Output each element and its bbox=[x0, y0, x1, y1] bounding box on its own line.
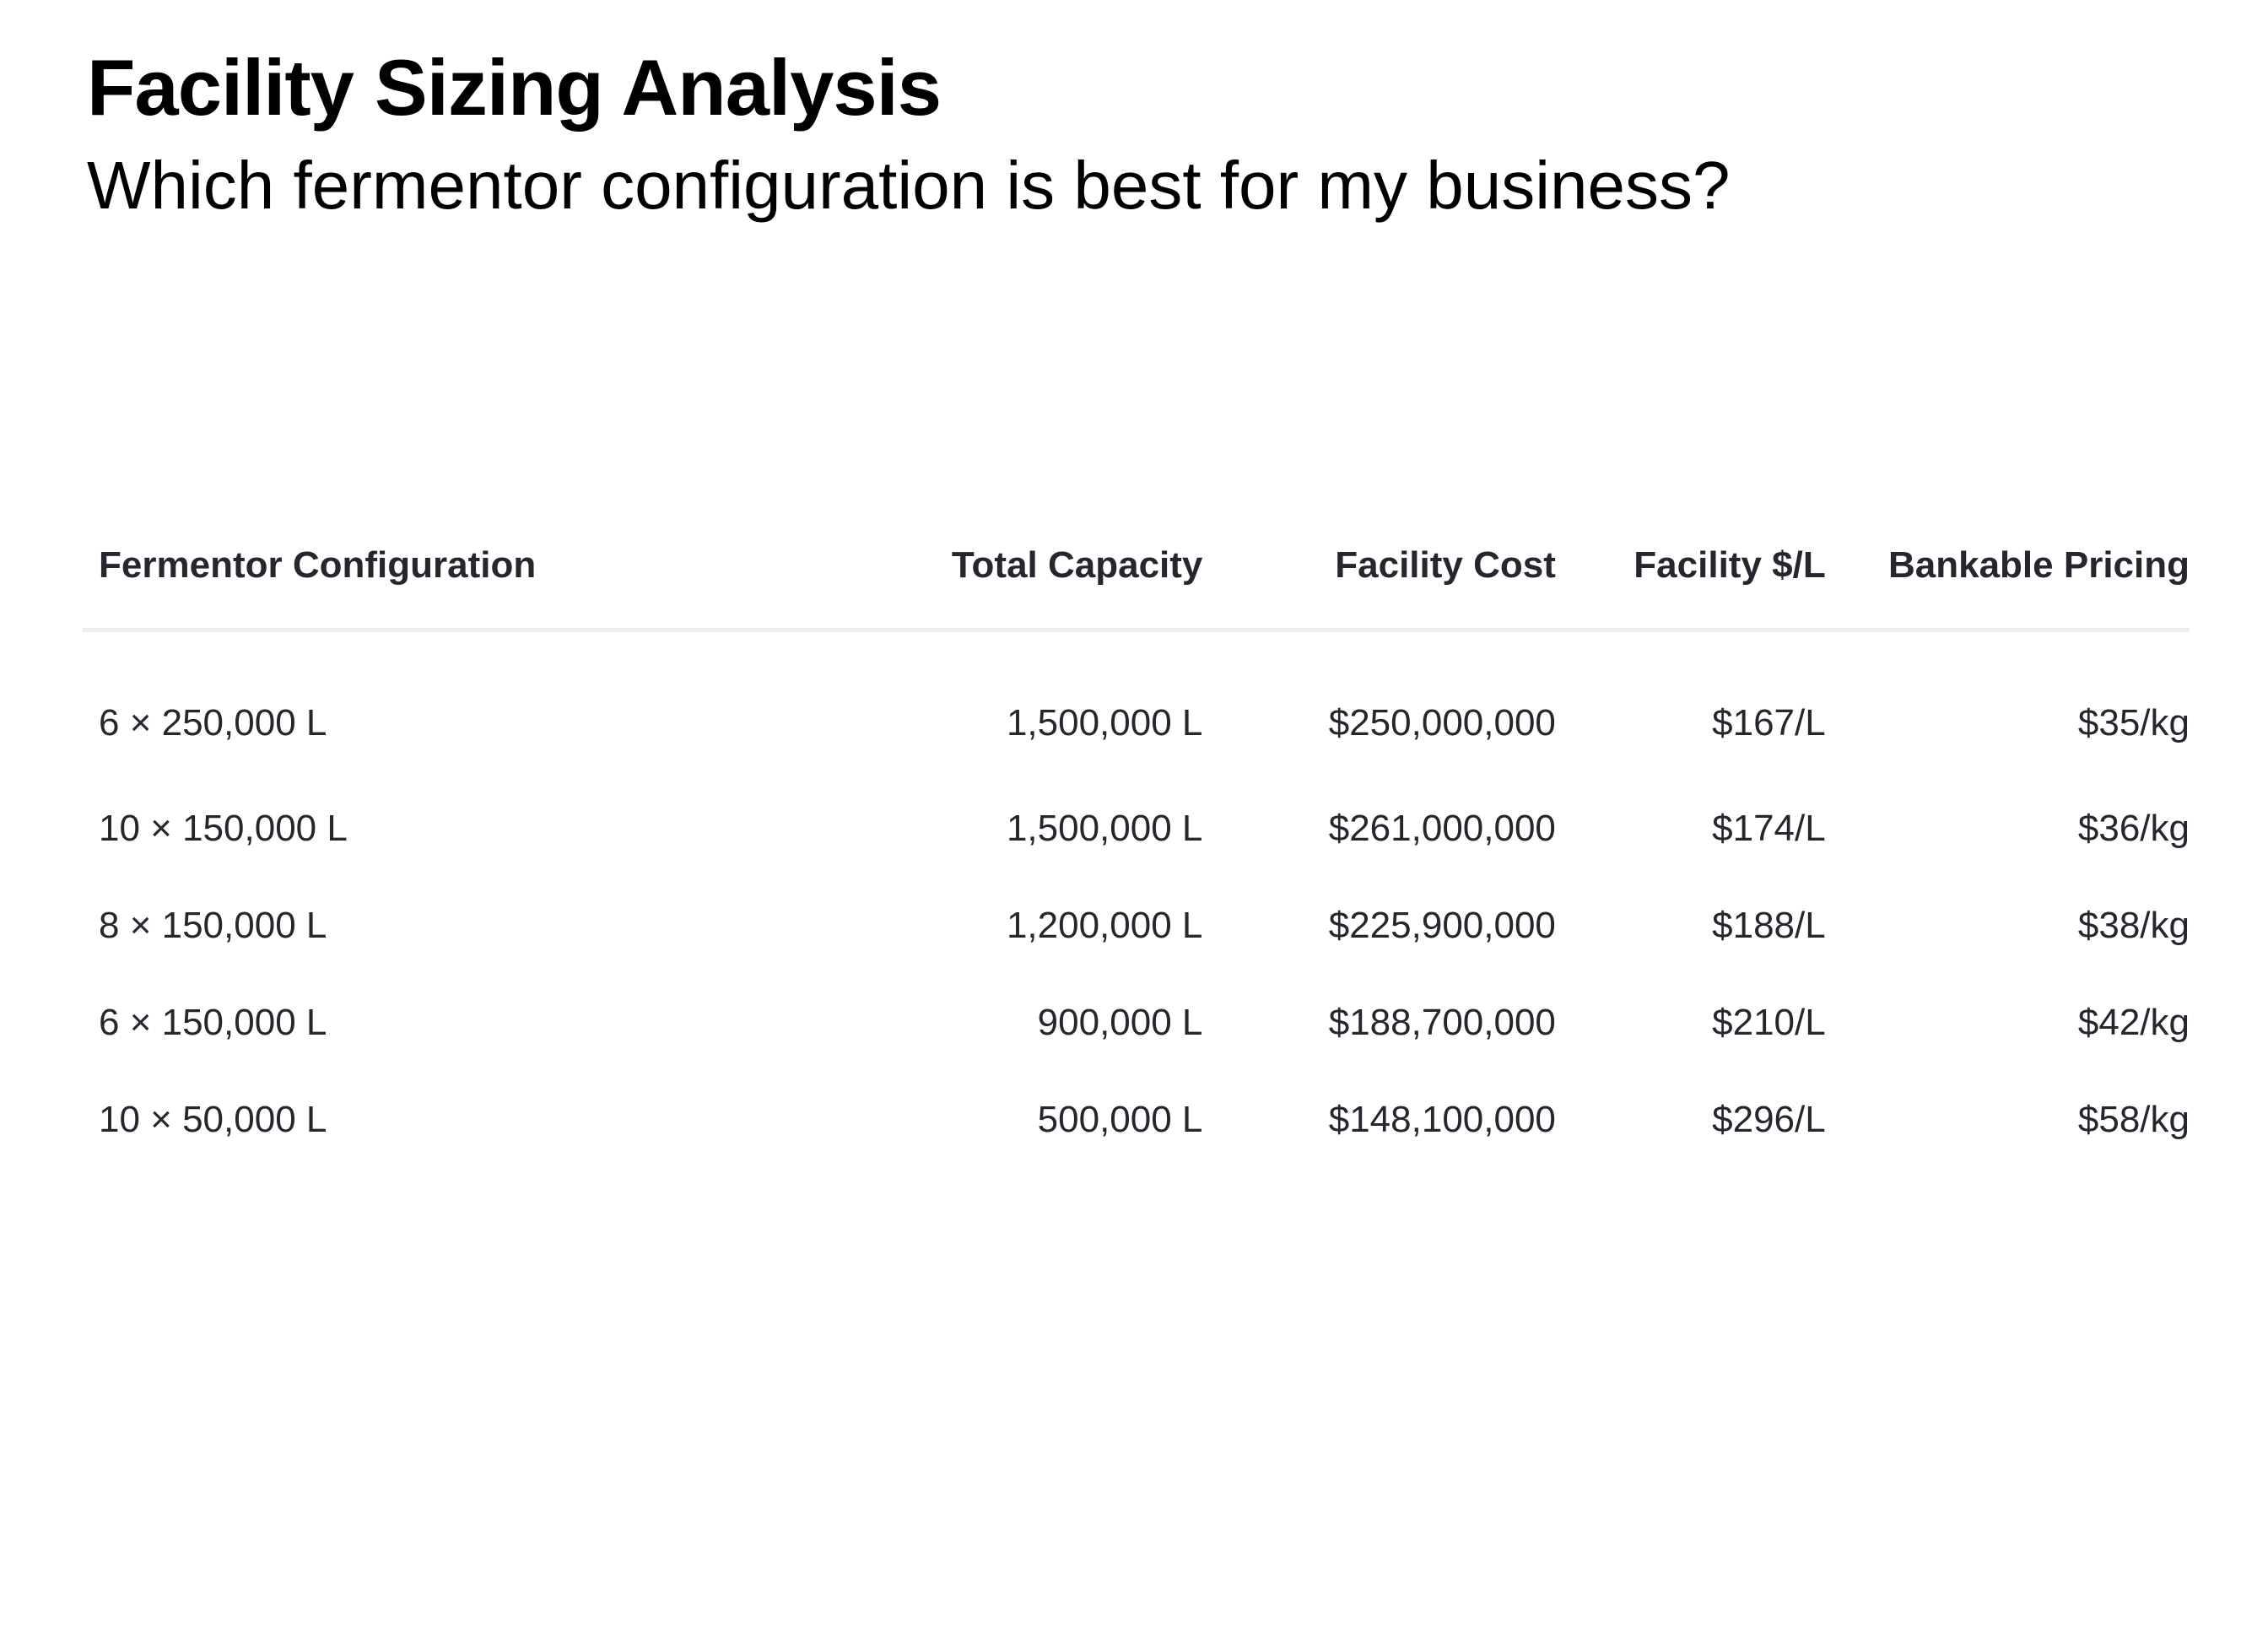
cell-bankable-pricing: $58/kg bbox=[2077, 1098, 2190, 1140]
cell-fermentor-configuration: 6 × 250,000 L bbox=[99, 701, 327, 743]
table-row: 6 × 150,000 L 900,000 L $188,700,000 $21… bbox=[83, 974, 2190, 1071]
cell-total-capacity: 1,500,000 L bbox=[1006, 807, 1203, 849]
cell-total-capacity: 1,200,000 L bbox=[1006, 904, 1203, 946]
column-header-facility-cost: Facility Cost bbox=[1202, 523, 1556, 632]
cell-facility-cost: $250,000,000 bbox=[1328, 701, 1556, 743]
cell-facility-per-liter: $188/L bbox=[1712, 904, 1826, 946]
cell-bankable-pricing: $42/kg bbox=[2077, 1001, 2190, 1043]
column-header-total-capacity: Total Capacity bbox=[818, 523, 1203, 632]
cell-facility-per-liter: $174/L bbox=[1712, 807, 1826, 849]
table-row: 8 × 150,000 L 1,200,000 L $225,900,000 $… bbox=[83, 877, 2190, 974]
cell-facility-cost: $225,900,000 bbox=[1328, 904, 1556, 946]
cell-fermentor-configuration: 10 × 150,000 L bbox=[99, 807, 348, 849]
table-header-row: Fermentor Configuration Total Capacity F… bbox=[83, 523, 2190, 632]
cell-total-capacity: 500,000 L bbox=[1037, 1098, 1203, 1140]
cell-fermentor-configuration: 10 × 50,000 L bbox=[99, 1098, 327, 1140]
cell-facility-cost: $261,000,000 bbox=[1328, 807, 1556, 849]
cell-facility-per-liter: $210/L bbox=[1712, 1001, 1826, 1043]
cell-facility-cost: $148,100,000 bbox=[1328, 1098, 1556, 1140]
column-header-fermentor-configuration: Fermentor Configuration bbox=[83, 523, 818, 632]
cell-total-capacity: 1,500,000 L bbox=[1006, 701, 1203, 743]
cell-facility-per-liter: $296/L bbox=[1712, 1098, 1826, 1140]
facility-sizing-table-container: Fermentor Configuration Total Capacity F… bbox=[83, 523, 2190, 1168]
cell-bankable-pricing: $36/kg bbox=[2077, 807, 2190, 849]
cell-fermentor-configuration: 6 × 150,000 L bbox=[99, 1001, 327, 1043]
cell-fermentor-configuration: 8 × 150,000 L bbox=[99, 904, 327, 946]
cell-bankable-pricing: $38/kg bbox=[2077, 904, 2190, 946]
table-row: 10 × 50,000 L 500,000 L $148,100,000 $29… bbox=[83, 1071, 2190, 1168]
cell-total-capacity: 900,000 L bbox=[1037, 1001, 1203, 1043]
table-header: Fermentor Configuration Total Capacity F… bbox=[83, 523, 2190, 632]
column-header-facility-per-liter: Facility $/L bbox=[1555, 523, 1826, 632]
cell-facility-per-liter: $167/L bbox=[1712, 701, 1826, 743]
table-body: 6 × 250,000 L 1,500,000 L $250,000,000 $… bbox=[83, 630, 2190, 1169]
facility-sizing-table: Fermentor Configuration Total Capacity F… bbox=[83, 523, 2190, 1168]
page-title: Facility Sizing Analysis bbox=[87, 43, 942, 132]
table-row: 10 × 150,000 L 1,500,000 L $261,000,000 … bbox=[83, 780, 2190, 877]
cell-facility-cost: $188,700,000 bbox=[1328, 1001, 1556, 1043]
table-row: 6 × 250,000 L 1,500,000 L $250,000,000 $… bbox=[83, 630, 2190, 781]
column-header-bankable-pricing: Bankable Pricing bbox=[1825, 523, 2190, 632]
page-subtitle: Which fermentor configuration is best fo… bbox=[87, 148, 1731, 223]
cell-bankable-pricing: $35/kg bbox=[2077, 701, 2190, 743]
